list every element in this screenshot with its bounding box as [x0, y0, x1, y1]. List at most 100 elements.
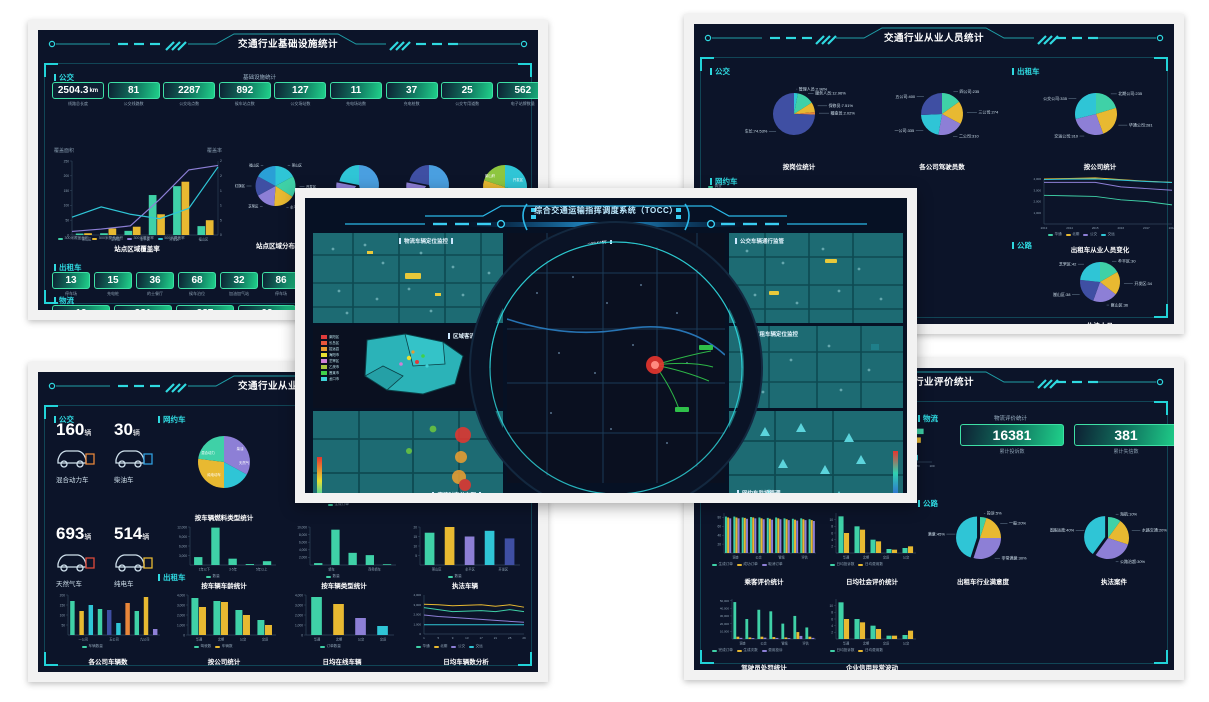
legend-item[interactable]: 数量	[326, 574, 340, 579]
svg-text:3,000: 3,000	[295, 603, 303, 607]
legend-item[interactable]: 日均费用数	[858, 562, 883, 567]
kpi-card[interactable]: 81 公交线路数	[107, 82, 160, 107]
svg-text:25: 25	[508, 636, 512, 640]
svg-text:牟平区:30: 牟平区:30	[1118, 257, 1136, 263]
legend-item[interactable]: 取消订单	[761, 562, 783, 567]
legend-item[interactable]: 海阳市	[321, 352, 339, 357]
chart-daily-social-eval: 2 4 6 8 10 华通 北期 交运 公交 日均投诉数 日均费用数 日均社会评价统计	[824, 510, 920, 586]
legend-item[interactable]: 数量	[206, 574, 220, 579]
legend-item[interactable]: 华通	[1048, 232, 1062, 237]
kpi-card[interactable]: 381 累计失信数	[1074, 424, 1174, 455]
legend-item[interactable]: 华通	[416, 644, 430, 649]
kpi-card[interactable]: 32 加油加气站	[220, 272, 258, 297]
panel-tocc-board: 综合交通运输指挥调度系统（TOCC）	[305, 198, 907, 493]
kpi-caption: 公交线路数	[123, 101, 144, 106]
legend-item[interactable]: 生成次数	[736, 648, 758, 653]
kpi-card[interactable]: 36 的士餐厅	[136, 272, 174, 297]
legend-item[interactable]: 北期	[433, 644, 447, 649]
vehicle-label: 天然气车	[56, 581, 82, 588]
legend-item[interactable]: 成功订单	[736, 562, 758, 567]
legend-item[interactable]: 公交	[1083, 232, 1097, 237]
passenger-hotspot-map[interactable]: 客流热点分析	[507, 233, 725, 483]
legend-item[interactable]: 数量	[448, 574, 462, 579]
chart-driver-penalty: 10,000 20,000 30,000 40,000 50,000 调查 公交 管辖 评估 完…	[708, 596, 820, 670]
kpi-card[interactable]: 892 候车站点数	[218, 82, 271, 107]
legend-item[interactable]: 乙烷市	[321, 364, 339, 369]
kpi-card[interactable]: 381在线用户数	[114, 305, 172, 310]
section-label-road: 公路	[918, 498, 938, 509]
kpi-card[interactable]: 68 候车泊位	[178, 272, 216, 297]
section-label-bus: 公交	[54, 72, 74, 83]
kpi-card[interactable]: 13 停车场	[52, 272, 90, 297]
chart-daily-vehicle-trend: 0 1,000 2,000 3,000 4,000 1 5 9 13 17 21 25 29 华通 北期 公…	[413, 593, 526, 666]
legend-item[interactable]: 长岛区	[321, 340, 339, 345]
legend-item[interactable]: 调查	[708, 184, 722, 189]
kpi-card[interactable]: 16381 累计投诉数	[960, 424, 1064, 455]
legend-item[interactable]: 车辆数	[215, 644, 233, 649]
passenger-spacetime-map[interactable]: 客流时空分布图	[313, 411, 503, 493]
legend-item[interactable]: 北期	[1065, 232, 1079, 237]
vehicle-count: 514辆	[114, 524, 150, 543]
kpi-value: 381	[114, 305, 172, 310]
legend-item[interactable]: 500米覆盖率	[157, 236, 185, 241]
svg-text:柴油: 柴油	[237, 446, 244, 451]
legend-item[interactable]: 公交	[451, 644, 465, 649]
kpi-card[interactable]: 86 停车场	[262, 272, 300, 297]
svg-text:40,000: 40,000	[720, 607, 730, 611]
legend-label: 车辆数	[221, 644, 233, 648]
legend-item[interactable]: 费用投诉	[761, 648, 783, 653]
svg-text:1: 1	[423, 636, 425, 640]
legend-item[interactable]: 招远县	[321, 346, 339, 351]
legend-item[interactable]: 蓬莱市	[321, 370, 339, 375]
legend-item[interactable]: 交运	[469, 644, 483, 649]
svg-text:12,000: 12,000	[177, 525, 187, 529]
svg-text:牟平区: 牟平区	[465, 566, 475, 571]
svg-text:轿车: 轿车	[328, 566, 334, 571]
legend-item[interactable]: 日均投诉数	[830, 648, 854, 653]
legend-label: 芝罘区	[329, 359, 340, 363]
kpi-card[interactable]: 13注册用户数	[52, 305, 110, 310]
taxi-location-map[interactable]: 出租车辆定位监控	[729, 326, 903, 408]
map-graphics	[729, 233, 903, 323]
bus-transit-map[interactable]: 公交车辆通行监管	[729, 233, 903, 323]
kpi-card[interactable]: 11 充电场站数	[330, 82, 382, 107]
svg-text:一般:20%: 一般:20%	[1009, 520, 1027, 526]
kpi-card[interactable]: 37 充电桩数	[385, 82, 438, 107]
kpi-card[interactable]: 2287 公交站点数	[163, 82, 216, 107]
legend-item[interactable]: 驾驶数	[194, 644, 211, 649]
kpi-card[interactable]: 15 充电桩	[94, 272, 132, 297]
regional-flow-map[interactable]: 区域客流走向 莱阳区 长岛区 招远县 海阳市 芝罘区 乙烷市 蓬莱市 龙口市	[313, 326, 503, 408]
svg-text:3,000: 3,000	[177, 603, 185, 607]
car-electric-icon	[115, 554, 153, 572]
svg-text:4: 4	[831, 538, 833, 542]
kpi-card[interactable]: 127 公交场站数	[274, 82, 327, 107]
legend-item[interactable]: 龙口市	[321, 376, 339, 381]
legend-swatch	[416, 645, 421, 648]
panel-employees-header: 交通行业从业人员统计	[694, 24, 1174, 54]
kpi-card[interactable]: 2504.3 km 线路总长度	[52, 82, 104, 107]
kpi-card[interactable]: 92入驻网区数	[238, 305, 296, 310]
legend-label: 费用投诉	[768, 648, 783, 652]
legend-item[interactable]: 芝罘区	[321, 358, 339, 363]
kpi-card[interactable]: 25 公交专用道数	[441, 82, 494, 107]
logistics-vehicle-map[interactable]: 物流车辆定位监控	[313, 233, 503, 323]
legend-item[interactable]: 300米覆盖面积	[58, 236, 88, 241]
svg-text:车长:74.53%: 车长:74.53%	[745, 128, 768, 134]
page-title: 交通行业评价统计	[893, 377, 974, 388]
legend-item[interactable]: 交运	[1101, 232, 1115, 237]
legend-item[interactable]: 莱阳区	[321, 334, 339, 339]
legend-item[interactable]: 日均投诉数	[830, 562, 854, 567]
svg-text:17: 17	[479, 636, 483, 640]
legend-item[interactable]: 生成订单	[712, 562, 733, 567]
legend-item[interactable]: 300米覆盖率	[126, 236, 154, 241]
ride-hailing-map[interactable]: 网约车监控管理	[729, 411, 903, 493]
legend-item[interactable]: 车辆数量	[82, 644, 103, 649]
legend-item[interactable]: 完成订单	[712, 648, 733, 653]
legend-item[interactable]: 500米覆盖面积	[92, 236, 123, 241]
kpi-card[interactable]: 562 电子站牌数量	[496, 82, 538, 107]
legend-item[interactable]: 生成订单	[328, 502, 349, 507]
kpi-card[interactable]: 287入驻企业数量	[176, 305, 234, 310]
legend-item[interactable]: 日均费用数	[858, 648, 883, 653]
legend-item[interactable]: 订单数量	[320, 644, 341, 649]
svg-text:交运公司:310: 交运公司:310	[1054, 132, 1079, 138]
